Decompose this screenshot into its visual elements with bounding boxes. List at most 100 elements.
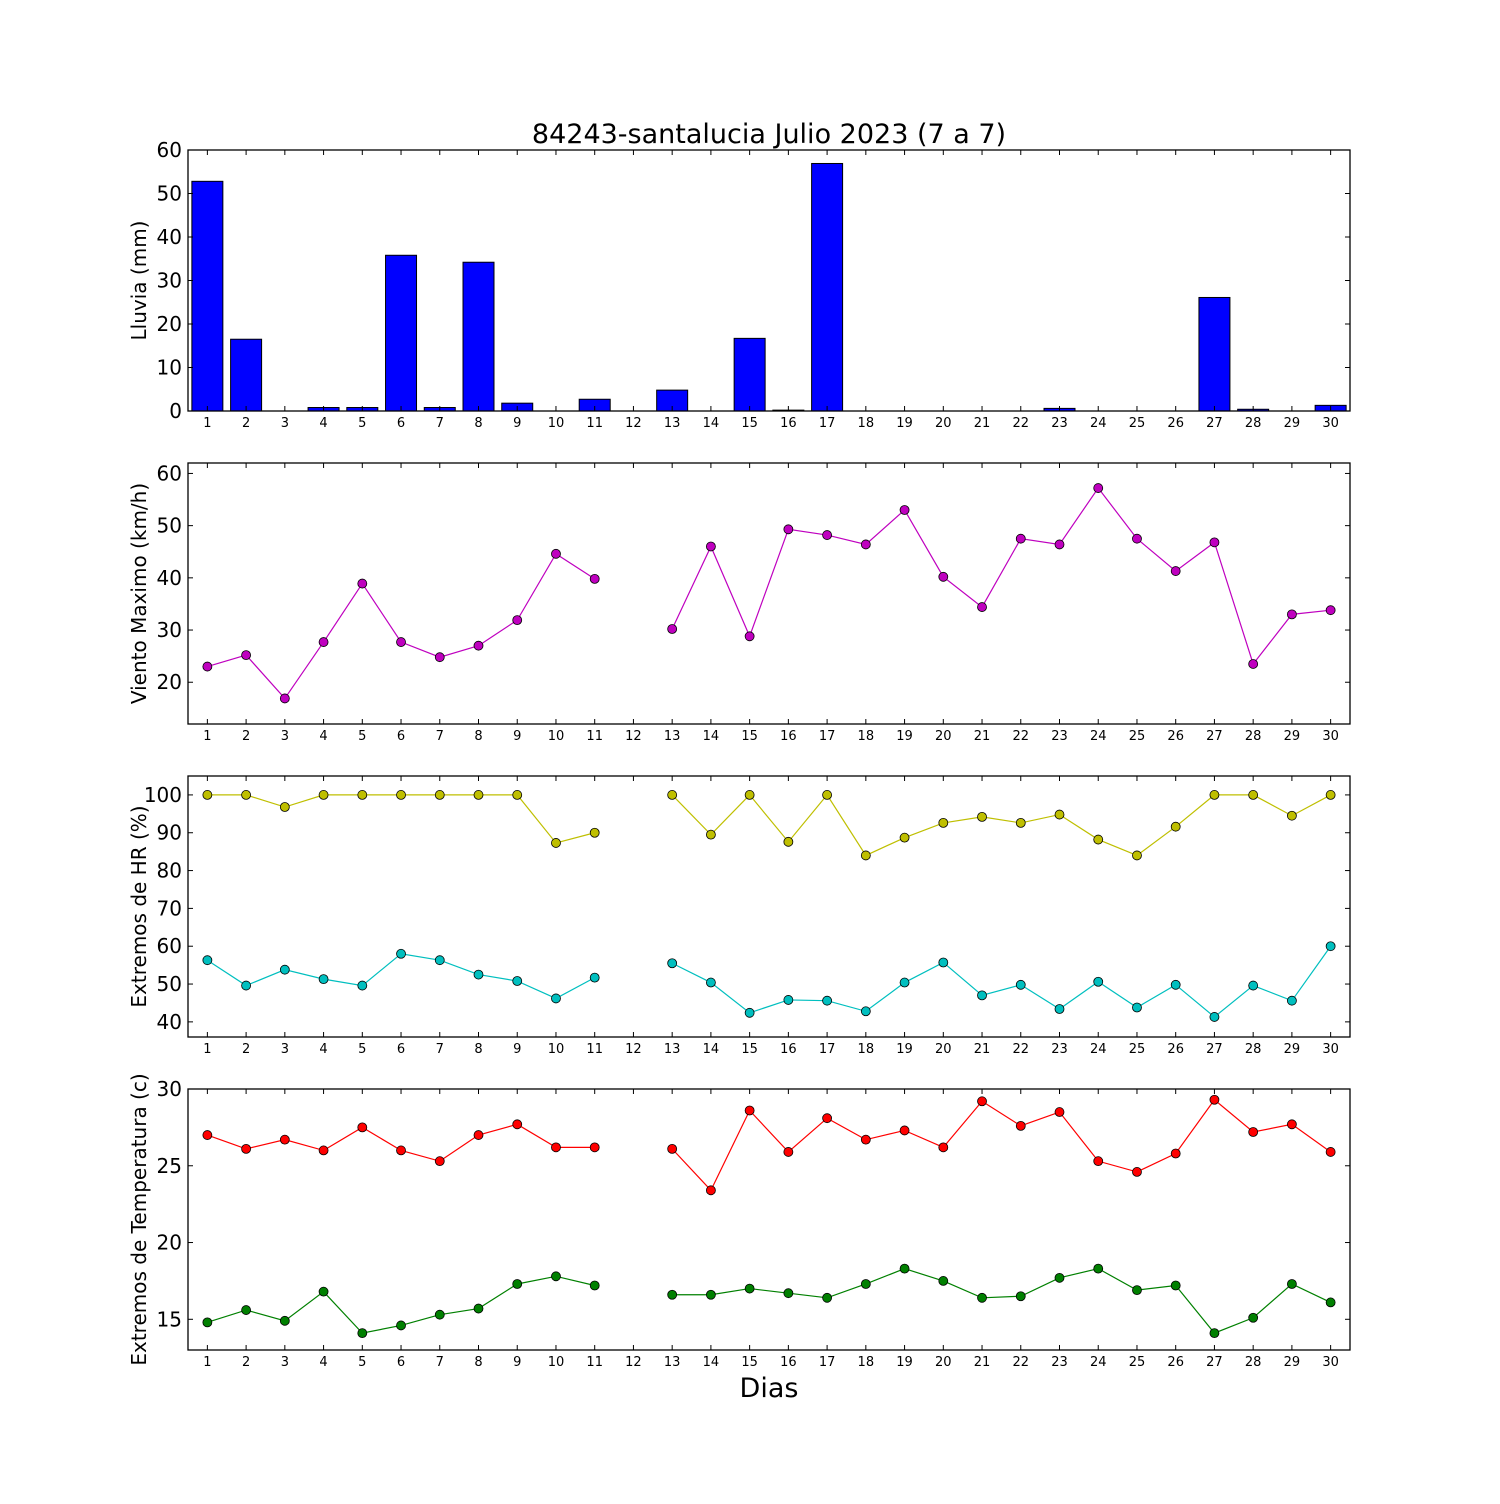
panel-4-series-2-point-day-26	[1170, 1280, 1181, 1291]
panel-2-series-1-point-day-9	[512, 615, 523, 626]
panel-4-series-2-point-day-4	[318, 1286, 329, 1297]
panel-3-series-1-point-day-5	[357, 790, 368, 800]
panel-4-xtick-label: 30	[1322, 1355, 1339, 1370]
panel-3-y-axis-label: Extremos de HR (%)	[127, 805, 151, 1007]
panel-4-series-2-point-day-6	[396, 1320, 406, 1331]
panel-4-xtick-label: 6	[397, 1355, 405, 1370]
panel-3-xtick-label: 9	[513, 1042, 521, 1057]
panel-4-xtick-label: 18	[858, 1355, 875, 1370]
panel-1-xtick-label: 27	[1206, 416, 1223, 431]
panel-3-series-1-point-day-14	[706, 829, 716, 840]
panel-4-xtick-label: 3	[281, 1355, 289, 1370]
panel-3-xtick-label: 17	[819, 1042, 836, 1057]
panel-2-xtick-label: 20	[935, 729, 952, 744]
panel-3-frame	[187, 775, 1351, 1038]
panel-4-xtick-label: 20	[935, 1355, 952, 1370]
panel-4-xtick-label: 25	[1129, 1355, 1146, 1370]
panel-3-series-1-point-day-7	[434, 790, 445, 800]
panel-4-series-1-point-day-22	[1015, 1120, 1026, 1131]
panel-1-ytick-label: 20	[157, 312, 182, 336]
panel-3-series-1-point-day-3	[279, 802, 290, 812]
panel-2-series-1-line	[671, 487, 1331, 666]
panel-2-series-1-point-day-29	[1287, 609, 1297, 620]
panel-3-xtick-label: 20	[935, 1042, 952, 1057]
panel-3-xtick-label: 6	[397, 1042, 405, 1057]
panel-2-series-1-point-day-23	[1054, 539, 1065, 550]
panel-2-series-1-point-day-6	[396, 637, 406, 647]
panel-3-series-1-point-day-18	[860, 850, 871, 861]
panel-4-xtick-label: 19	[896, 1355, 913, 1370]
panel-2-xtick-label: 30	[1322, 729, 1339, 744]
panel-2-xtick-label: 18	[858, 729, 875, 744]
panel-2-series-1-point-day-1	[202, 661, 213, 672]
panel-3-ytick-label: 60	[157, 934, 182, 958]
panel-3-series-1-point-day-26	[1170, 821, 1181, 832]
panel-2-xtick-label: 13	[664, 729, 681, 744]
panel-2-xtick-label: 7	[436, 729, 444, 744]
panel-1-xtick-label: 9	[513, 416, 521, 431]
panel-3-series-2-point-day-6	[396, 948, 406, 959]
panel-3-series-1-point-day-30	[1325, 790, 1336, 800]
panel-4-xtick-label: 2	[242, 1355, 250, 1370]
panel-3-series-2-point-day-4	[318, 974, 329, 985]
panel-3-series-1-point-day-21	[977, 811, 987, 822]
panel-4-xtick-label: 12	[625, 1355, 642, 1370]
panel-1-xtick-label: 25	[1129, 416, 1146, 431]
panel-3-series-2-point-day-20	[938, 957, 949, 968]
panel-2-frame	[187, 462, 1351, 725]
panel-3-xtick-label: 14	[703, 1042, 720, 1057]
panel-4-series-2-point-day-10	[551, 1271, 561, 1282]
panel-4-series-1-point-day-17	[822, 1113, 832, 1124]
panel-3-series-2-point-day-14	[706, 977, 716, 988]
panel-1-xtick-label: 14	[703, 416, 720, 431]
panel-4-series-2-point-day-27	[1209, 1328, 1220, 1339]
panel-4-ytick-label: 30	[157, 1077, 182, 1101]
panel-2-xtick-label: 14	[703, 729, 720, 744]
panel-2-xtick-label: 6	[397, 729, 405, 744]
panel-3-series-2-point-day-7	[434, 955, 445, 966]
panel-4-series-2-point-day-14	[706, 1289, 716, 1300]
panel-3-series-1-point-day-29	[1287, 810, 1297, 821]
panel-3-series-1-point-day-13	[667, 790, 678, 800]
panel-1-xtick-label: 12	[625, 416, 642, 431]
panel-4-xtick-label: 23	[1051, 1355, 1068, 1370]
panel-3-series-2-point-day-16	[783, 995, 794, 1005]
panel-4-series-1-point-day-11	[589, 1142, 600, 1153]
panel-2-xtick-label: 28	[1245, 729, 1262, 744]
panel-1-ytick-label: 50	[157, 182, 182, 206]
panel-1-y-axis-label: Lluvia (mm)	[127, 221, 151, 341]
panel-3-ytick-label: 50	[157, 972, 182, 996]
panel-3-series-1-point-day-22	[1015, 818, 1026, 828]
panel-4-ytick-label: 20	[157, 1231, 182, 1255]
panel-3-series-2-line	[671, 945, 1332, 1018]
panel-3-series-2-point-day-25	[1132, 1002, 1142, 1013]
panel-4-xtick-label: 1	[203, 1355, 211, 1370]
panel-2-ytick-label: 50	[157, 514, 182, 538]
panel-3-xtick-label: 19	[896, 1042, 913, 1057]
panel-3-series-1-point-day-1	[202, 790, 213, 800]
panel-4-series-1-point-day-24	[1093, 1156, 1104, 1167]
panel-4-xtick-label: 17	[819, 1355, 836, 1370]
panel-2-xtick-label: 10	[548, 729, 565, 744]
rain-bar-day-15	[733, 337, 766, 412]
panel-2-xtick-label: 25	[1129, 729, 1146, 744]
panel-3-series-2-point-day-13	[667, 958, 678, 969]
panel-1-xtick-label: 28	[1245, 416, 1262, 431]
panel-2-y-axis-label: Viento Maximo (km/h)	[127, 483, 151, 704]
panel-3-series-2-point-day-29	[1287, 995, 1297, 1006]
panel-1-xtick-label: 7	[436, 416, 444, 431]
panel-2-xtick-label: 9	[513, 729, 521, 744]
panel-3-xtick-label: 24	[1090, 1042, 1107, 1057]
panel-4-series-2-point-day-8	[473, 1303, 484, 1314]
panel-4-series-1-point-day-4	[318, 1145, 329, 1156]
panel-3-xtick-label: 5	[358, 1042, 366, 1057]
panel-3-series-2-point-day-22	[1015, 979, 1026, 990]
panel-2-series-1-point-day-4	[318, 637, 329, 647]
panel-4-series-1-point-day-10	[551, 1142, 561, 1153]
panel-4-series-1-point-day-2	[241, 1143, 252, 1154]
panel-3-series-1-point-day-16	[783, 836, 794, 847]
panel-1-xtick-label: 26	[1167, 416, 1184, 431]
panel-3-xtick-label: 21	[974, 1042, 991, 1057]
panel-4-series-2-point-day-15	[744, 1283, 755, 1294]
panel-4-xtick-label: 15	[741, 1355, 758, 1370]
